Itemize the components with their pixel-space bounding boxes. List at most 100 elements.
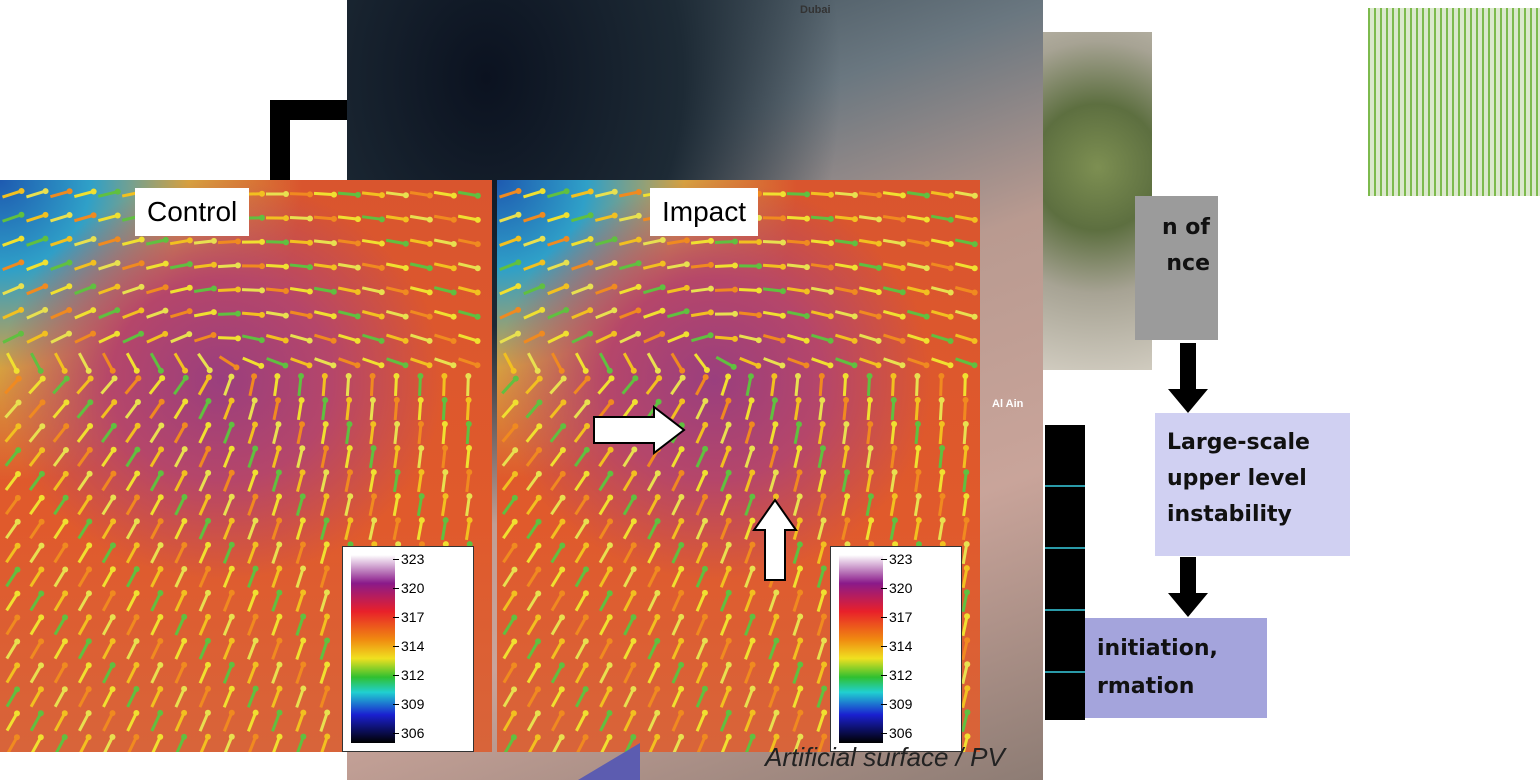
wind-arrow xyxy=(295,568,305,588)
wind-arrow xyxy=(671,496,683,516)
wind-arrow-head xyxy=(890,397,897,404)
wind-arrow xyxy=(695,712,707,732)
wind-arrow-head xyxy=(13,710,20,717)
wind-arrow-head xyxy=(228,493,235,500)
wind-arrow-head xyxy=(915,517,922,524)
wind-arrow-head xyxy=(258,190,265,197)
wind-arrow xyxy=(598,544,612,564)
wind-arrow xyxy=(889,519,897,541)
wind-arrow xyxy=(174,640,186,660)
wind-arrow-head xyxy=(111,399,118,406)
wind-arrow-head xyxy=(611,307,618,314)
wind-arrow xyxy=(523,261,543,271)
wind-arrow-head xyxy=(511,686,518,693)
wind-arrow-head xyxy=(299,541,306,548)
wind-arrow-head xyxy=(465,397,472,404)
wind-arrow xyxy=(393,447,399,469)
wind-arrow xyxy=(77,472,91,492)
wind-arrow-head xyxy=(654,590,661,597)
wind-arrow xyxy=(125,472,139,492)
wind-arrow-head xyxy=(321,373,328,380)
wind-arrow-head xyxy=(914,373,921,380)
wind-arrow-head xyxy=(300,637,307,644)
wind-arrow-head xyxy=(915,541,922,548)
wind-arrow xyxy=(385,309,407,319)
wind-arrow xyxy=(198,424,210,444)
wind-arrow xyxy=(961,615,969,637)
wind-arrow xyxy=(6,736,19,752)
wind-arrow xyxy=(695,640,707,660)
wind-arrow-head xyxy=(563,235,570,242)
wind-arrow xyxy=(913,495,921,517)
wind-arrow-head xyxy=(820,613,827,620)
wind-arrow-head xyxy=(962,373,969,380)
wind-arrow xyxy=(938,423,944,445)
wind-arrow-head xyxy=(821,685,828,692)
wind-arrow-head xyxy=(157,590,164,597)
wind-arrow xyxy=(198,712,210,732)
wind-arrow xyxy=(882,238,904,246)
wind-arrow xyxy=(369,375,375,397)
wind-arrow xyxy=(198,664,210,684)
wind-arrow-head xyxy=(306,337,313,344)
wind-arrow xyxy=(623,688,635,708)
wind-arrow-head xyxy=(393,397,400,404)
wind-arrow-head xyxy=(158,398,165,405)
wind-arrow-head xyxy=(678,613,685,620)
colorbar-tick: 320 xyxy=(392,580,425,596)
wind-arrow xyxy=(598,520,612,540)
wind-arrow xyxy=(217,239,239,245)
wind-arrow-head xyxy=(37,710,44,717)
wind-arrow-head xyxy=(851,216,858,223)
wind-arrow xyxy=(319,519,329,541)
wind-arrow-head xyxy=(369,373,376,380)
wind-arrow xyxy=(271,664,281,684)
wind-arrow-head xyxy=(630,566,637,573)
wind-arrow-head xyxy=(18,306,25,313)
wind-arrow xyxy=(695,376,707,396)
map-label: Dubai xyxy=(800,4,831,16)
wind-arrow-head xyxy=(133,518,140,525)
wind-arrow xyxy=(720,736,731,752)
wind-arrow xyxy=(818,375,824,397)
wind-arrow-head xyxy=(512,471,519,478)
wind-arrow xyxy=(715,355,735,369)
wind-arrow-head xyxy=(963,589,970,596)
wind-arrow-head xyxy=(748,421,755,428)
wind-arrow xyxy=(834,215,856,221)
wind-arrow-head xyxy=(797,637,804,644)
wind-arrow-head xyxy=(971,216,978,223)
wind-arrow-head xyxy=(731,286,738,293)
wind-arrow-head xyxy=(630,733,637,740)
wind-arrow xyxy=(550,688,564,708)
wind-arrow xyxy=(834,239,856,245)
wind-arrow xyxy=(954,262,976,270)
wind-arrow-head xyxy=(971,313,978,320)
wind-arrow-head xyxy=(843,445,850,452)
wind-arrow-head xyxy=(748,397,755,404)
wind-arrow xyxy=(768,592,778,612)
wind-arrow-head xyxy=(450,362,457,369)
wind-arrow-head xyxy=(275,397,282,404)
wind-arrow-head xyxy=(18,235,25,242)
wind-arrow-head xyxy=(15,375,22,382)
wind-arrow-head xyxy=(560,423,567,430)
wind-arrow xyxy=(313,263,335,269)
wind-arrow xyxy=(793,736,802,752)
wind-arrow xyxy=(810,286,832,294)
wind-arrow xyxy=(394,375,398,397)
wind-arrow xyxy=(386,357,406,367)
wind-arrow xyxy=(52,425,68,443)
wind-arrow-head xyxy=(962,397,969,404)
wind-arrow-head xyxy=(300,613,307,620)
wind-arrow xyxy=(930,309,952,319)
wind-arrow xyxy=(666,309,688,319)
wind-arrow xyxy=(842,375,848,397)
wind-arrow-head xyxy=(450,313,457,320)
wind-arrow xyxy=(794,375,800,397)
wind-arrow xyxy=(671,520,683,540)
wind-arrow-head xyxy=(635,188,642,195)
wind-arrow-head xyxy=(228,517,235,524)
wind-arrow xyxy=(53,640,67,660)
wind-arrow-head xyxy=(702,493,709,500)
